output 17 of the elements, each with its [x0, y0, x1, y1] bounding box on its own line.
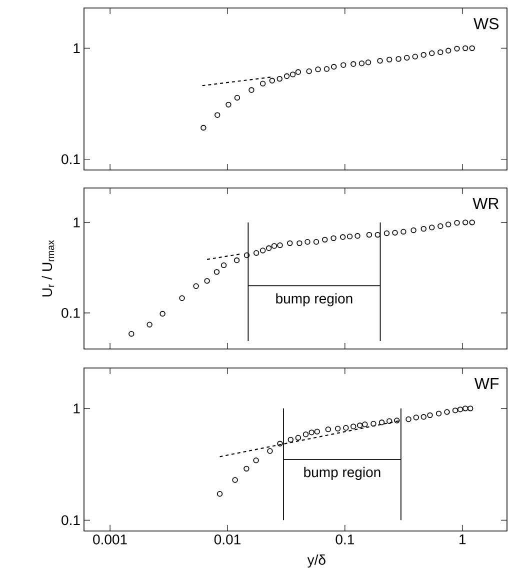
- annotation: bump region: [276, 293, 352, 306]
- chart-title: WR: [472, 198, 499, 209]
- y-tick-label: 0.1: [62, 154, 80, 164]
- y-tick-label: 1: [74, 43, 80, 53]
- x-tick-label: 0.1: [336, 534, 354, 544]
- y-tick-label: 1: [74, 218, 80, 228]
- x-tick-label: 0.001: [93, 534, 127, 544]
- y-tick-label: 0.1: [62, 308, 80, 318]
- chart-title: WF: [474, 378, 499, 390]
- x-tick-label: 0.01: [214, 534, 240, 544]
- y-tick-label: 1: [74, 404, 80, 414]
- x-tick-label: 1: [460, 534, 466, 544]
- annotation: bump region: [304, 466, 380, 480]
- chart-title: WS: [474, 18, 499, 30]
- y-axis-title: U$_{r}$ / U$_{rmax}$: [42, 240, 54, 296]
- y-tick-label: 0.1: [62, 515, 80, 526]
- x-axis-title: y/δ: [307, 554, 326, 568]
